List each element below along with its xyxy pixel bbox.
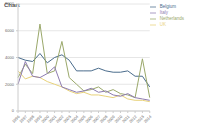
svg-text:8000: 8000 bbox=[8, 1, 15, 6]
svg-text:0: 0 bbox=[12, 108, 15, 113]
svg-text:6000: 6000 bbox=[8, 28, 15, 33]
svg-text:4000: 4000 bbox=[8, 55, 15, 60]
svg-text:2000: 2000 bbox=[8, 82, 15, 87]
svg-text:2014: 2014 bbox=[143, 114, 153, 123]
